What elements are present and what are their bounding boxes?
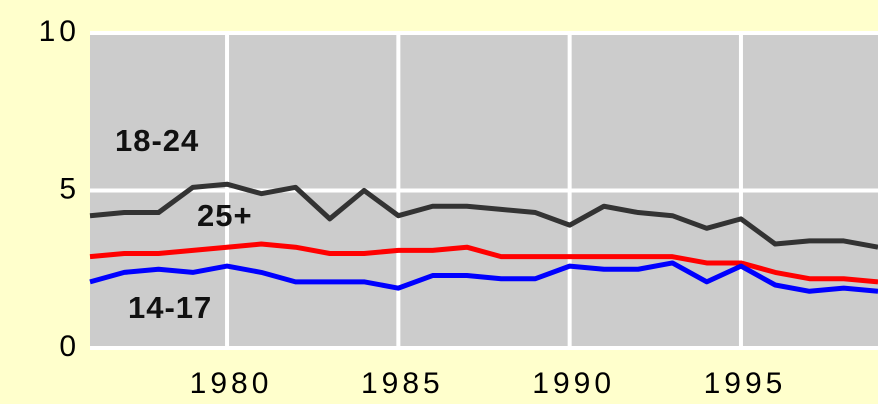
x-tick-label: 1995 xyxy=(704,367,787,400)
series-label: 18-24 xyxy=(115,123,199,158)
series-line xyxy=(89,181,878,250)
y-tick-label: 0 xyxy=(59,330,80,363)
x-tick-label: 1985 xyxy=(361,367,444,400)
y-tick-label: 10 xyxy=(39,15,80,48)
series-label: 14-17 xyxy=(128,290,212,325)
x-tick-label: 1980 xyxy=(190,367,273,400)
y-tick-label: 5 xyxy=(59,172,80,205)
series-label: 25+ xyxy=(197,198,253,233)
x-tick-label: 1990 xyxy=(532,367,615,400)
series-line xyxy=(89,241,878,285)
series-line xyxy=(89,260,878,294)
